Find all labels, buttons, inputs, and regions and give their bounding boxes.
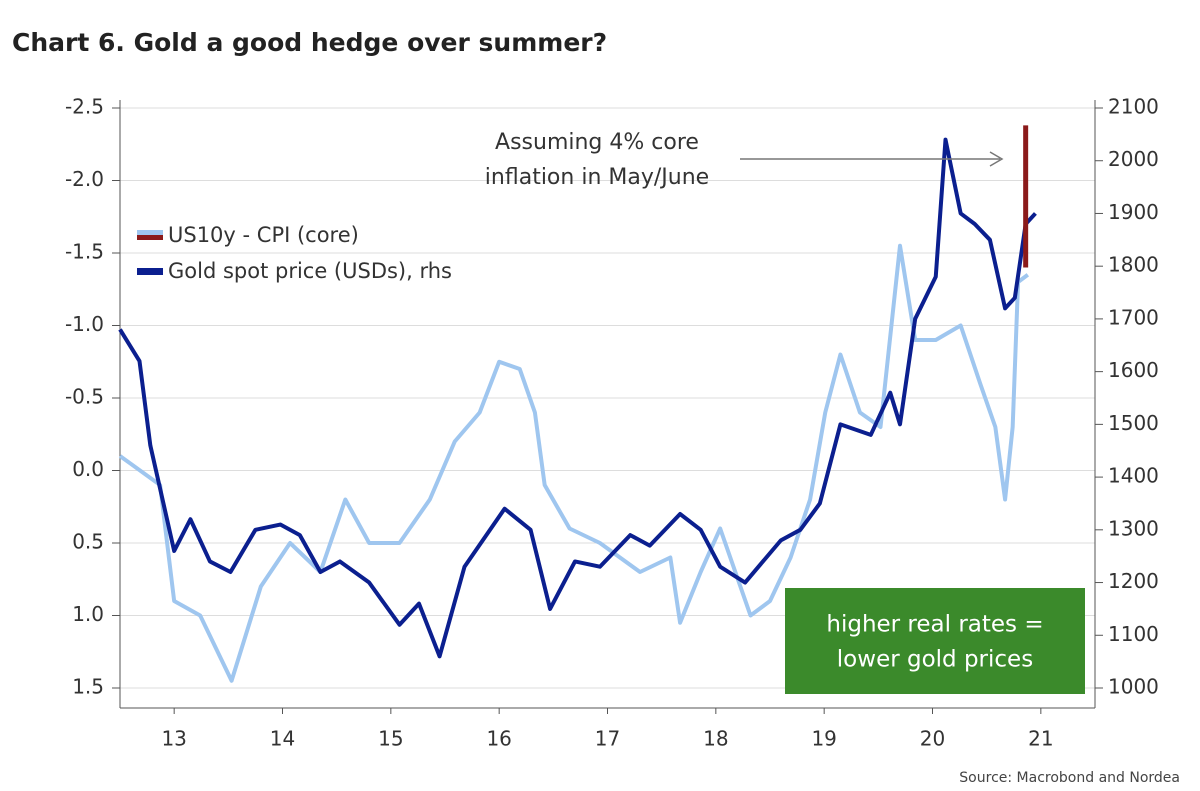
y2-tick-label: 1000	[1108, 675, 1159, 699]
x-tick-label: 15	[378, 727, 403, 751]
legend-swatch	[137, 268, 163, 275]
x-tick-label: 13	[161, 727, 186, 751]
x-tick-label: 20	[920, 727, 945, 751]
annotation: inflation in May/June	[485, 165, 709, 190]
y-tick-label: -2.5	[65, 95, 104, 119]
source: Source: Macrobond and Nordea	[959, 770, 1180, 786]
y2-tick-label: 2000	[1108, 147, 1159, 171]
x-tick-label: 18	[703, 727, 728, 751]
y-tick-label: -1.0	[65, 312, 104, 336]
x-tick-label: 19	[811, 727, 836, 751]
y2-tick-label: 1100	[1108, 622, 1159, 646]
y2-tick-label: 1900	[1108, 200, 1159, 224]
legend-swatch	[137, 235, 163, 240]
y2-tick-label: 2100	[1108, 95, 1159, 119]
series-line	[118, 137, 1037, 659]
x-tick-label: 21	[1028, 727, 1053, 751]
y2-tick-label: 1200	[1108, 569, 1159, 593]
y2-tick-label: 1600	[1108, 358, 1159, 382]
legend-label: Gold spot price (USDs), rhs	[168, 259, 452, 283]
y-tick-label: 1.5	[72, 675, 104, 699]
y-tick-label: 0.0	[72, 457, 104, 481]
y2-tick-label: 1300	[1108, 516, 1159, 540]
legend-swatch	[137, 230, 163, 235]
y-tick-label: -1.5	[65, 240, 104, 264]
note-box	[785, 588, 1085, 694]
y-tick-label: 1.0	[72, 602, 104, 626]
arrowhead	[989, 151, 1004, 167]
x-tick-label: 16	[486, 727, 511, 751]
y2-tick-label: 1500	[1108, 411, 1159, 435]
y2-tick-label: 1400	[1108, 464, 1159, 488]
legend-label: US10y - CPI (core)	[168, 223, 359, 247]
y2-tick-label: 1700	[1108, 305, 1159, 329]
y2-tick-label: 1800	[1108, 253, 1159, 277]
y-tick-label: 0.5	[72, 530, 104, 554]
note-text: lower gold prices	[837, 647, 1033, 673]
note-text: higher real rates =	[826, 612, 1043, 638]
y-tick-label: -2.0	[65, 167, 104, 191]
annotation: Assuming 4% core	[495, 130, 699, 155]
x-tick-label: 17	[595, 727, 620, 751]
chart-title: Chart 6. Gold a good hedge over summer?	[12, 28, 607, 57]
x-tick-label: 14	[270, 727, 295, 751]
y-tick-label: -0.5	[65, 385, 104, 409]
